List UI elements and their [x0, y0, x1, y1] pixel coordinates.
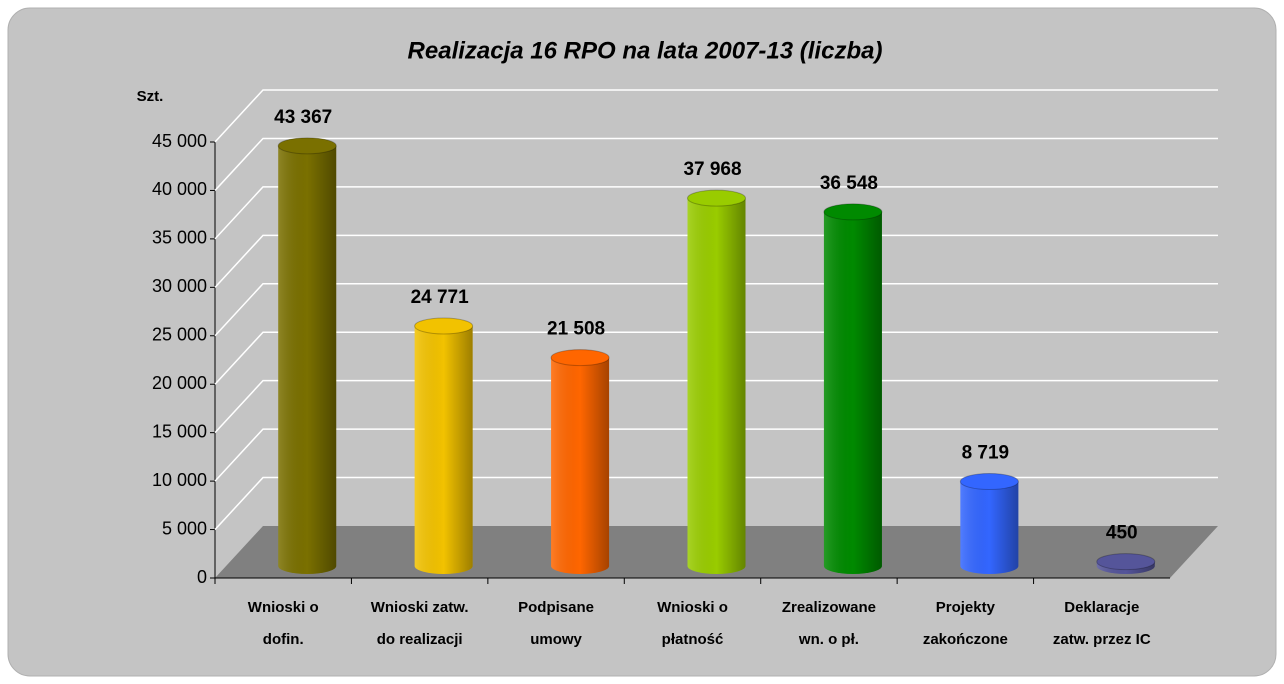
grid-line [214, 476, 1218, 531]
grid-line [214, 283, 1218, 337]
value-label: 8 719 [962, 443, 1010, 464]
y-tick-label: 35 000 [152, 228, 207, 248]
grid-line [214, 379, 1218, 434]
y-tick-label: 5 000 [162, 518, 207, 538]
bar-shade [551, 357, 610, 574]
grid-line [214, 331, 1218, 385]
bar-shade [823, 211, 882, 574]
bar-shade [414, 325, 473, 574]
grid-line [214, 428, 1218, 482]
bar-top [823, 203, 883, 221]
y-tick-label: 30 000 [152, 276, 207, 296]
x-tick-label: wn. o pł. [798, 631, 859, 648]
x-tick-label: Wnioski zatw. [371, 599, 469, 616]
bar-top [277, 137, 337, 155]
y-tick-label: 15 000 [152, 421, 207, 441]
x-tick-label: Podpisane [518, 599, 594, 616]
grid-line [214, 186, 1218, 240]
value-label: 37 968 [683, 159, 741, 180]
bar-top [959, 473, 1019, 491]
bar-top [550, 349, 610, 367]
x-tick-label: płatność [662, 631, 724, 648]
grid-line [214, 137, 1218, 191]
grid-line [214, 234, 1218, 288]
x-tick-label: zakończone [923, 631, 1008, 648]
x-tick-label: umowy [530, 631, 582, 648]
y-tick-label: 10 000 [152, 470, 207, 490]
value-label: 36 548 [820, 173, 878, 194]
x-tick-label: Wnioski o [248, 599, 319, 616]
bar-top [414, 317, 474, 335]
y-tick-label: 20 000 [152, 373, 207, 393]
x-tick-label: Wnioski o [657, 599, 728, 616]
y-tick-label: 40 000 [152, 179, 207, 199]
chart-title: Realizacja 16 RPO na lata 2007-13 (liczb… [408, 37, 883, 64]
bar-top [1096, 553, 1156, 571]
value-label: 450 [1106, 523, 1138, 544]
bar-shade [278, 145, 337, 574]
y-tick-label: 45 000 [152, 131, 207, 151]
value-label: 24 771 [411, 287, 470, 308]
x-tick-label: Deklaracje [1064, 599, 1139, 616]
x-tick-label: Projekty [936, 599, 996, 616]
y-axis-label: Szt. [137, 88, 164, 105]
bar-top [687, 189, 746, 207]
grid-line [214, 89, 1218, 143]
y-tick-label: 0 [197, 567, 207, 587]
value-label: 21 508 [547, 319, 605, 340]
bar-shade [960, 481, 1019, 574]
bar-shade [687, 198, 746, 574]
x-tick-label: dofin. [263, 631, 304, 648]
value-label: 43 367 [274, 107, 332, 128]
y-tick-label: 25 000 [152, 325, 207, 345]
x-tick-label: do realizacji [377, 631, 463, 648]
x-tick-label: Zrealizowane [782, 599, 876, 616]
x-tick-label: zatw. przez IC [1053, 631, 1151, 648]
